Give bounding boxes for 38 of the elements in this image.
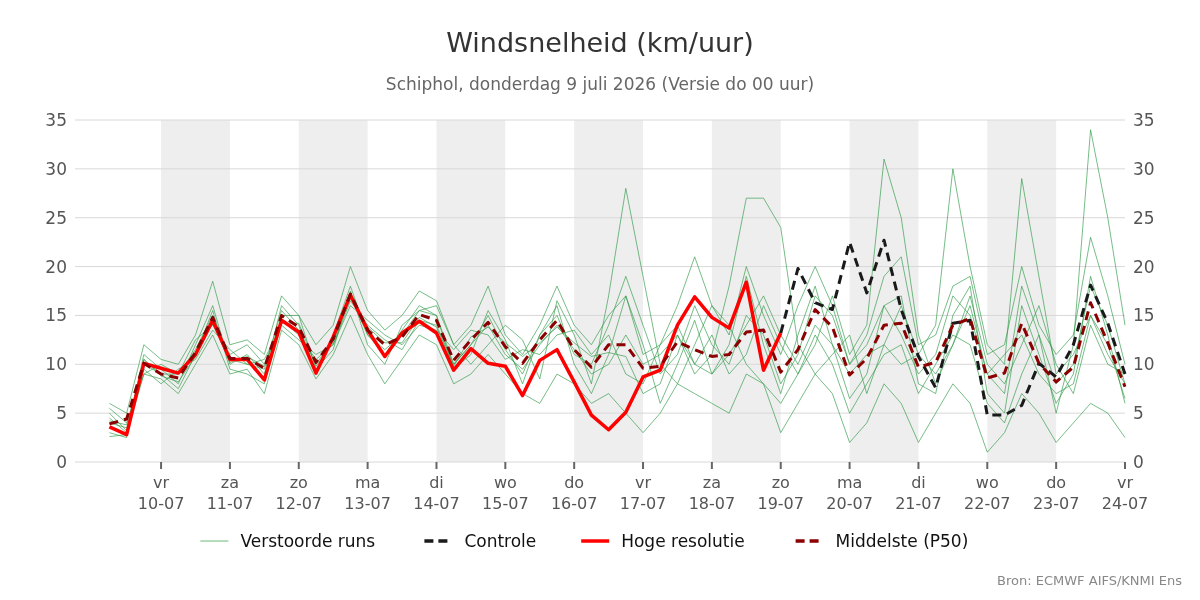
y-tick-label: 0 bbox=[56, 451, 67, 472]
legend-label: Middelste (P50) bbox=[835, 530, 969, 551]
x-tick-label: zo 12-07 bbox=[275, 473, 323, 513]
x-tick-label: wo 22-07 bbox=[964, 473, 1011, 513]
x-tick-label: ma 13-07 bbox=[344, 473, 391, 513]
x-tick-label: do 23-07 bbox=[1032, 473, 1080, 513]
x-tick-label: za 11-07 bbox=[206, 473, 254, 513]
y-tick-label: 20 bbox=[45, 256, 67, 277]
y2-tick-label: 15 bbox=[1133, 305, 1155, 326]
y2-tick-label: 0 bbox=[1133, 451, 1144, 472]
x-tick-label: vr 10-07 bbox=[137, 473, 185, 513]
y-tick-label: 10 bbox=[45, 354, 67, 375]
y-tick-label: 30 bbox=[45, 158, 67, 179]
y-tick-label: 15 bbox=[45, 305, 67, 326]
y2-tick-label: 35 bbox=[1133, 109, 1155, 130]
y2-tick-label: 10 bbox=[1133, 354, 1155, 375]
y-tick-label: 25 bbox=[45, 207, 67, 228]
x-tick-label: vr 17-07 bbox=[619, 473, 667, 513]
y2-tick-label: 25 bbox=[1133, 207, 1155, 228]
x-tick-label: ma 20-07 bbox=[826, 473, 873, 513]
x-tick-label: do 16-07 bbox=[550, 473, 598, 513]
y-tick-label: 35 bbox=[45, 109, 67, 130]
x-tick-label: di 14-07 bbox=[413, 473, 460, 513]
x-tick-label: za 18-07 bbox=[688, 473, 736, 513]
legend-label: Hoge resolutie bbox=[621, 530, 745, 551]
y2-tick-label: 5 bbox=[1133, 403, 1144, 424]
chart-subtitle: Schiphol, donderdag 9 juli 2026 (Versie do 00 uur) bbox=[385, 74, 815, 94]
x-tick-label: wo 15-07 bbox=[482, 473, 529, 513]
x-tick-label: di 21-07 bbox=[895, 473, 942, 513]
legend-label: Controle bbox=[464, 530, 537, 551]
y2-tick-label: 20 bbox=[1133, 256, 1155, 277]
text: Bron: ECMWF AIFS/KNMI Ens bbox=[997, 573, 1183, 588]
legend-label: Verstoorde runs bbox=[240, 530, 376, 551]
y-tick-label: 5 bbox=[56, 403, 67, 424]
y2-tick-label: 30 bbox=[1133, 158, 1155, 179]
x-tick-label: vr 24-07 bbox=[1101, 473, 1149, 513]
x-tick-label: zo 19-07 bbox=[757, 473, 804, 513]
chart-title: Windsnelheid (km/uur) bbox=[446, 27, 754, 58]
